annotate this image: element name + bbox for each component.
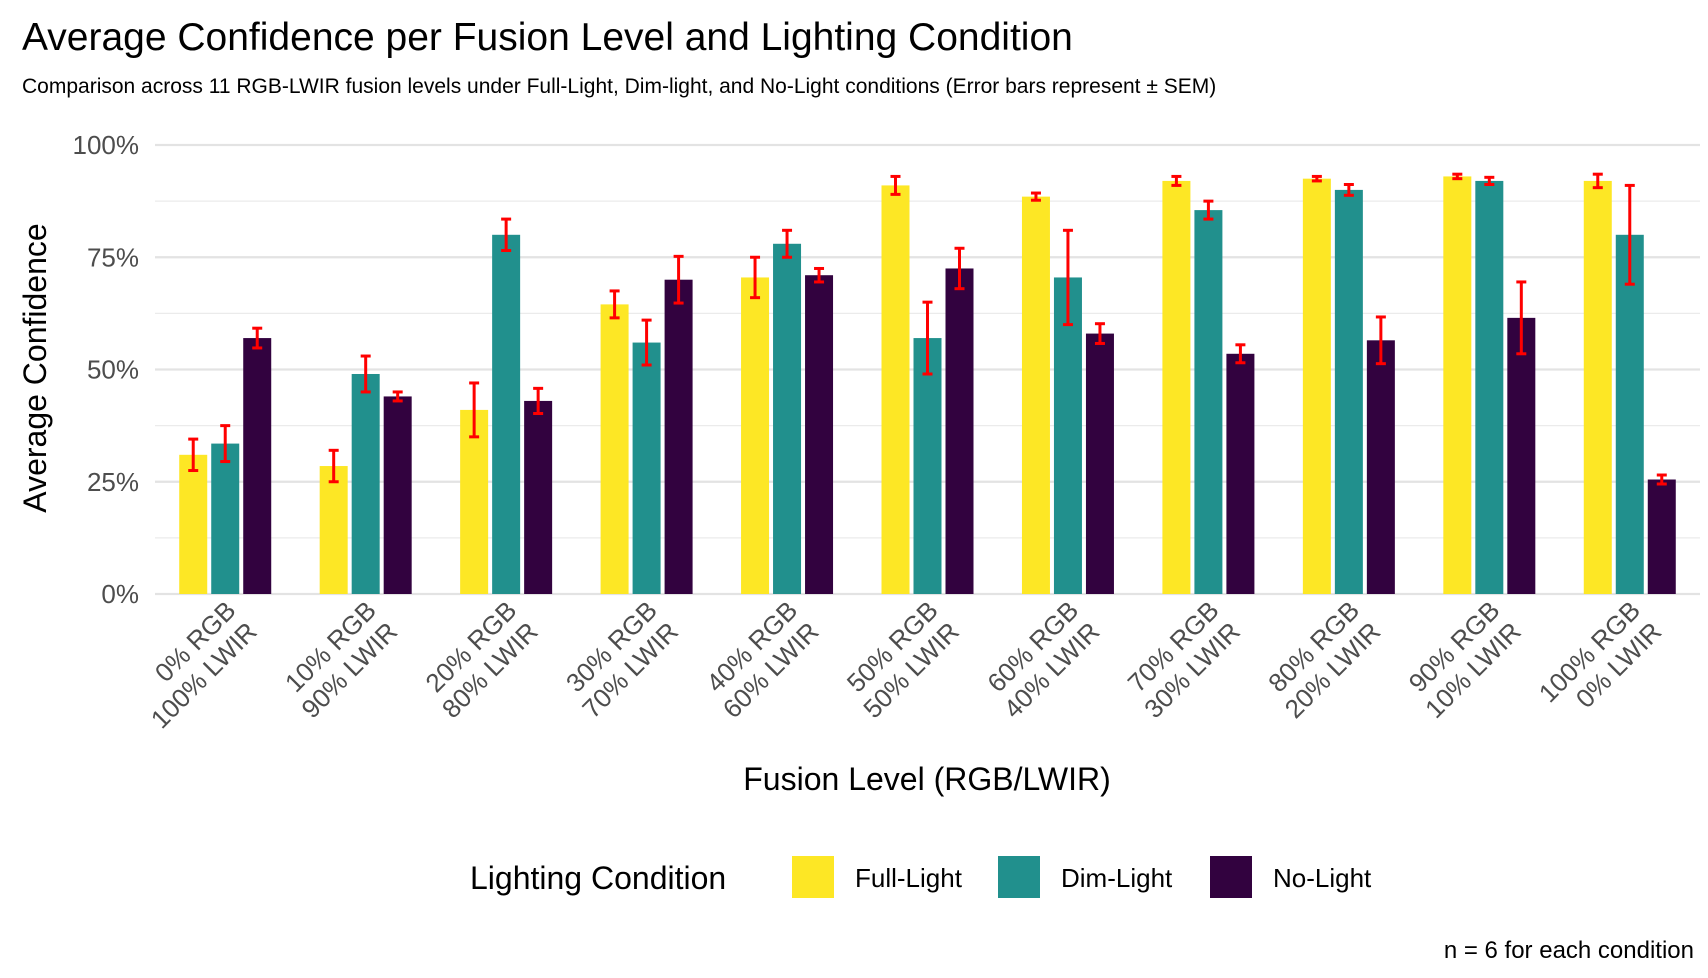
y-tick-label: 0% bbox=[101, 579, 139, 609]
y-tick-label: 75% bbox=[87, 242, 139, 272]
bar bbox=[179, 454, 208, 594]
bar bbox=[243, 338, 272, 594]
x-tick-label: 40% RGB60% LWIR bbox=[696, 595, 825, 724]
x-tick-label: 50% RGB50% LWIR bbox=[836, 595, 965, 724]
legend: Lighting Condition Full-Light Dim-Light No… bbox=[470, 856, 1372, 898]
bar bbox=[664, 279, 693, 594]
x-tick-label: 10% RGB90% LWIR bbox=[274, 595, 403, 724]
x-tick-label: 90% RGB10% LWIR bbox=[1398, 595, 1527, 724]
bar bbox=[805, 275, 834, 594]
bar bbox=[1053, 277, 1082, 594]
bar bbox=[383, 396, 412, 594]
legend-label: Full-Light bbox=[855, 863, 963, 893]
bar bbox=[1583, 180, 1612, 595]
x-tick-label: 100% RGB0% LWIR bbox=[1533, 595, 1667, 729]
bar bbox=[524, 400, 553, 594]
legend-label: No-Light bbox=[1273, 863, 1372, 893]
bar bbox=[1507, 317, 1536, 594]
y-tick-label: 50% bbox=[87, 355, 139, 385]
bar bbox=[600, 304, 629, 594]
chart-caption: n = 6 for each condition bbox=[1444, 937, 1694, 964]
y-axis-label: Average Confidence bbox=[17, 223, 53, 512]
x-axis-ticks: 0% RGB100% LWIR 10% RGB90% LWIR 20% RGB80%… bbox=[124, 595, 1667, 734]
x-tick-label: 60% RGB40% LWIR bbox=[976, 595, 1105, 724]
legend-swatch bbox=[998, 856, 1040, 898]
x-tick-label: 0% RGB100% LWIR bbox=[124, 595, 263, 734]
bar bbox=[945, 268, 974, 594]
bar bbox=[1162, 180, 1191, 595]
bar bbox=[1443, 176, 1472, 594]
bar bbox=[1226, 353, 1255, 594]
bar bbox=[1615, 234, 1644, 595]
chart-subtitle: Comparison across 11 RGB-LWIR fusion lev… bbox=[22, 75, 1216, 98]
error-bars bbox=[188, 172, 1667, 486]
bar bbox=[773, 243, 802, 594]
bar bbox=[460, 409, 489, 594]
chart-title: Average Confidence per Fusion Level and … bbox=[22, 16, 1073, 59]
legend-swatch bbox=[792, 856, 834, 898]
y-tick-label: 25% bbox=[87, 467, 139, 497]
bar bbox=[632, 342, 661, 594]
legend-title: Lighting Condition bbox=[470, 860, 726, 896]
bar bbox=[1366, 340, 1395, 594]
bar bbox=[741, 277, 770, 594]
bars bbox=[179, 176, 1676, 595]
x-tick-label: 70% RGB30% LWIR bbox=[1117, 595, 1246, 724]
y-axis-ticks: 0% 25% 50% 75% 100% bbox=[73, 130, 140, 609]
x-tick-label: 20% RGB80% LWIR bbox=[415, 595, 544, 724]
x-tick-label: 30% RGB70% LWIR bbox=[555, 595, 684, 724]
bar bbox=[351, 373, 380, 594]
bar bbox=[1085, 333, 1114, 594]
bar bbox=[1647, 479, 1676, 594]
bar bbox=[1475, 180, 1504, 595]
x-axis-label: Fusion Level (RGB/LWIR) bbox=[743, 761, 1111, 797]
bar bbox=[913, 338, 942, 594]
y-tick-label: 100% bbox=[73, 130, 140, 160]
legend-swatch bbox=[1210, 856, 1252, 898]
bar bbox=[211, 443, 240, 594]
bar bbox=[1021, 196, 1050, 594]
bar bbox=[881, 185, 910, 594]
bar bbox=[1334, 189, 1363, 594]
x-tick-label: 80% RGB20% LWIR bbox=[1257, 595, 1386, 724]
bar bbox=[319, 466, 348, 594]
bar bbox=[1194, 210, 1223, 595]
bar bbox=[1302, 178, 1331, 595]
bar bbox=[492, 234, 521, 595]
legend-label: Dim-Light bbox=[1061, 863, 1173, 893]
